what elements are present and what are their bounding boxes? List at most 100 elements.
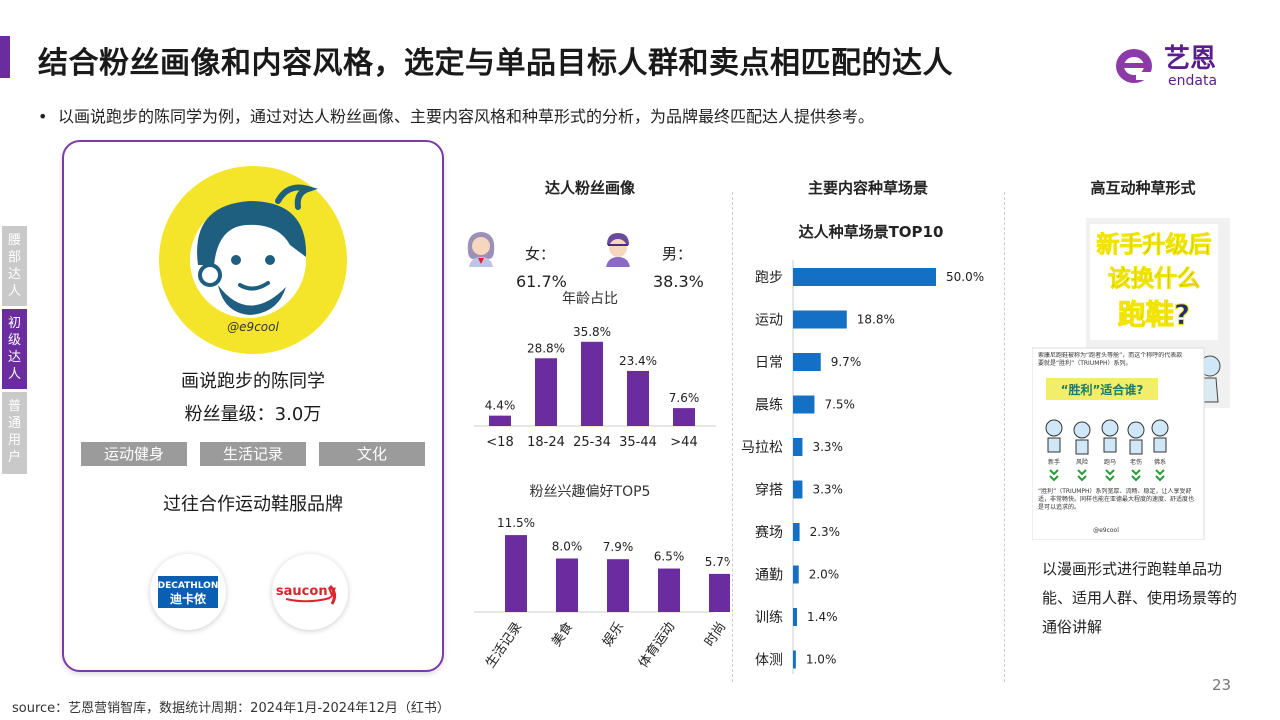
- male-label: 男：: [662, 245, 693, 263]
- tick-label: 美食: [548, 619, 576, 649]
- data-label: 1.0%: [806, 653, 837, 667]
- tab-ordinary-user[interactable]: 普通用户: [2, 392, 27, 474]
- logo-mark: [1116, 49, 1154, 83]
- category-label: 运动: [755, 313, 783, 329]
- bar: [793, 268, 936, 286]
- influencer-avatar: @e9cool: [159, 166, 347, 354]
- category-label: 体测: [755, 653, 783, 669]
- brand-logo-saucony: saucony: [272, 554, 348, 630]
- content-tag: 生活记录: [200, 442, 306, 466]
- comic-badge: “胜利”适合谁?: [1061, 382, 1144, 397]
- data-label: 6.5%: [654, 550, 685, 564]
- male-value: 38.3%: [653, 272, 704, 291]
- bar: [489, 415, 511, 426]
- age-chart: 4.4% <18 28.8% 18-24 35.8% 25-34 23.4% 35-44 7.6…: [474, 325, 716, 450]
- brands-title: 过往合作运动鞋服品牌: [163, 494, 343, 515]
- data-label: 7.5%: [824, 398, 855, 412]
- category-label: 马拉松: [741, 440, 783, 456]
- scene-chart-title: 达人种草场景TOP10: [798, 223, 944, 241]
- fan-profile-title: 达人粉丝画像: [544, 179, 635, 197]
- influencer-name: 画说跑步的陈同学: [181, 371, 325, 392]
- tick-label: 生活记录: [483, 620, 525, 671]
- category-label: 跑步: [755, 270, 783, 286]
- scene-chart: 跑步 50.0% 运动 18.8% 日常 9.7% 晨练 7.5% 马拉松 3.3% 穿搭 3.3% 赛…: [741, 260, 984, 674]
- data-label: 3.3%: [812, 440, 843, 454]
- bar: [581, 341, 603, 426]
- comic-figures: [1045, 419, 1169, 455]
- bar: [793, 523, 800, 541]
- data-label: 7.6%: [669, 391, 700, 405]
- bar: [505, 535, 527, 612]
- tab-label: 初级达人: [7, 316, 21, 382]
- saucony-logo: saucony: [276, 584, 337, 605]
- comic-person-label: 跑马: [1104, 458, 1116, 466]
- section-divider: [732, 192, 733, 682]
- page-title: 结合粉丝画像和内容风格，选定与单品目标人群和卖点相匹配的达人: [38, 46, 953, 81]
- female-value: 61.7%: [516, 272, 567, 291]
- tick-label: 35-44: [619, 435, 657, 450]
- data-label: 5.7%: [705, 555, 730, 569]
- bar: [793, 310, 847, 329]
- tick-label: 娱乐: [600, 620, 627, 650]
- tab-waist-influencer[interactable]: 腰部达人: [2, 226, 27, 306]
- category-label: 赛场: [755, 525, 783, 541]
- comic-caption: 索康尼跑鞋被称为“跑者头等舱”，而这个称呼的代表款要就是“胜利”（TRIUMPH…: [1038, 352, 1183, 367]
- interest-chart: 11.5% 生活记录 8.0% 美食 7.9% 娱乐 6.5% 体育运动 5.7% 时尚: [474, 516, 730, 671]
- avatar-handle: @e9cool: [227, 320, 279, 334]
- data-label: 18.8%: [857, 313, 895, 327]
- decathlon-logo: DECATHLON 迪卡侬: [158, 576, 219, 608]
- data-label: 2.0%: [809, 568, 840, 582]
- comic-check-marks: [1049, 469, 1165, 482]
- intro-text: 以画说跑步的陈同学为例，通过对达人粉丝画像、主要内容风格和种草形式的分析，为品牌…: [58, 107, 875, 126]
- category-label: 日常: [755, 355, 783, 371]
- title-accent-bar: [0, 36, 10, 78]
- tab-label: 普通用户: [7, 399, 21, 465]
- tab-junior-influencer[interactable]: 初级达人: [2, 309, 27, 389]
- fans-level: 粉丝量级：3.0万: [184, 404, 322, 425]
- bar: [607, 559, 629, 612]
- comic-panel-bottom: 索康尼跑鞋被称为“跑者头等舱”，而这个称呼的代表款要就是“胜利”（TRIUMPH…: [1032, 347, 1205, 540]
- interaction-title: 高互动种草形式: [1090, 179, 1196, 197]
- comic-illustration[interactable]: 新手升级后 该换什么 跑鞋? 索康尼跑鞋被称为“跑者头等舱”，而这个称呼的代表款…: [1032, 218, 1230, 540]
- comic-handle: @e9cool: [1093, 527, 1119, 534]
- bar: [793, 395, 815, 414]
- interaction-description: 以漫画形式进行跑鞋单品功能、适用人群、使用场景等的通俗讲解: [1042, 560, 1238, 636]
- bar: [793, 608, 798, 626]
- section-divider: [1004, 192, 1005, 682]
- logo-en-text: endata: [1168, 73, 1217, 89]
- brand-name-en: DECATHLON: [158, 581, 219, 591]
- category-label: 穿搭: [755, 483, 783, 499]
- data-label: 9.7%: [831, 355, 862, 369]
- female-label: 女：: [525, 245, 556, 263]
- category-label: 通勤: [755, 568, 783, 584]
- bar: [793, 438, 803, 456]
- category-label: 晨练: [755, 398, 783, 414]
- data-label: 50.0%: [946, 270, 984, 284]
- bar: [556, 558, 578, 612]
- tick-label: <18: [486, 435, 513, 450]
- content-tag: 运动健身: [81, 442, 187, 466]
- comic-person-label: 新手: [1048, 458, 1060, 466]
- scene-section-title: 主要内容种草场景: [807, 179, 928, 197]
- data-label: 8.0%: [552, 540, 583, 554]
- comic-person-label: 风险: [1076, 458, 1088, 466]
- intro-bullet: • 以画说跑步的陈同学为例，通过对达人粉丝画像、主要内容风格和种草形式的分析，为品…: [38, 103, 874, 127]
- endata-logo: 艺恩 endata: [1116, 44, 1217, 89]
- comic-heading-line: 该换什么: [1108, 265, 1200, 292]
- bar: [627, 370, 649, 426]
- male-icon: [606, 233, 630, 267]
- tick-label: 18-24: [527, 435, 565, 450]
- comic-heading-line: 跑鞋?: [1118, 298, 1190, 331]
- bar: [673, 408, 695, 426]
- page-number: 23: [1212, 676, 1232, 694]
- brand-name-cn: 迪卡侬: [170, 591, 207, 606]
- data-label: 28.8%: [527, 341, 565, 355]
- category-label: 训练: [755, 610, 783, 626]
- source-note: source：艺恩营销智库，数据统计周期：2024年1月-2024年12月（红书…: [12, 701, 450, 716]
- tab-label: 腰部达人: [7, 233, 21, 299]
- bullet-dot-icon: •: [38, 107, 48, 126]
- content-tag: 文化: [319, 442, 425, 466]
- data-label: 4.4%: [485, 399, 516, 413]
- logo-cn-text: 艺恩: [1164, 44, 1216, 74]
- female-icon: [467, 232, 495, 267]
